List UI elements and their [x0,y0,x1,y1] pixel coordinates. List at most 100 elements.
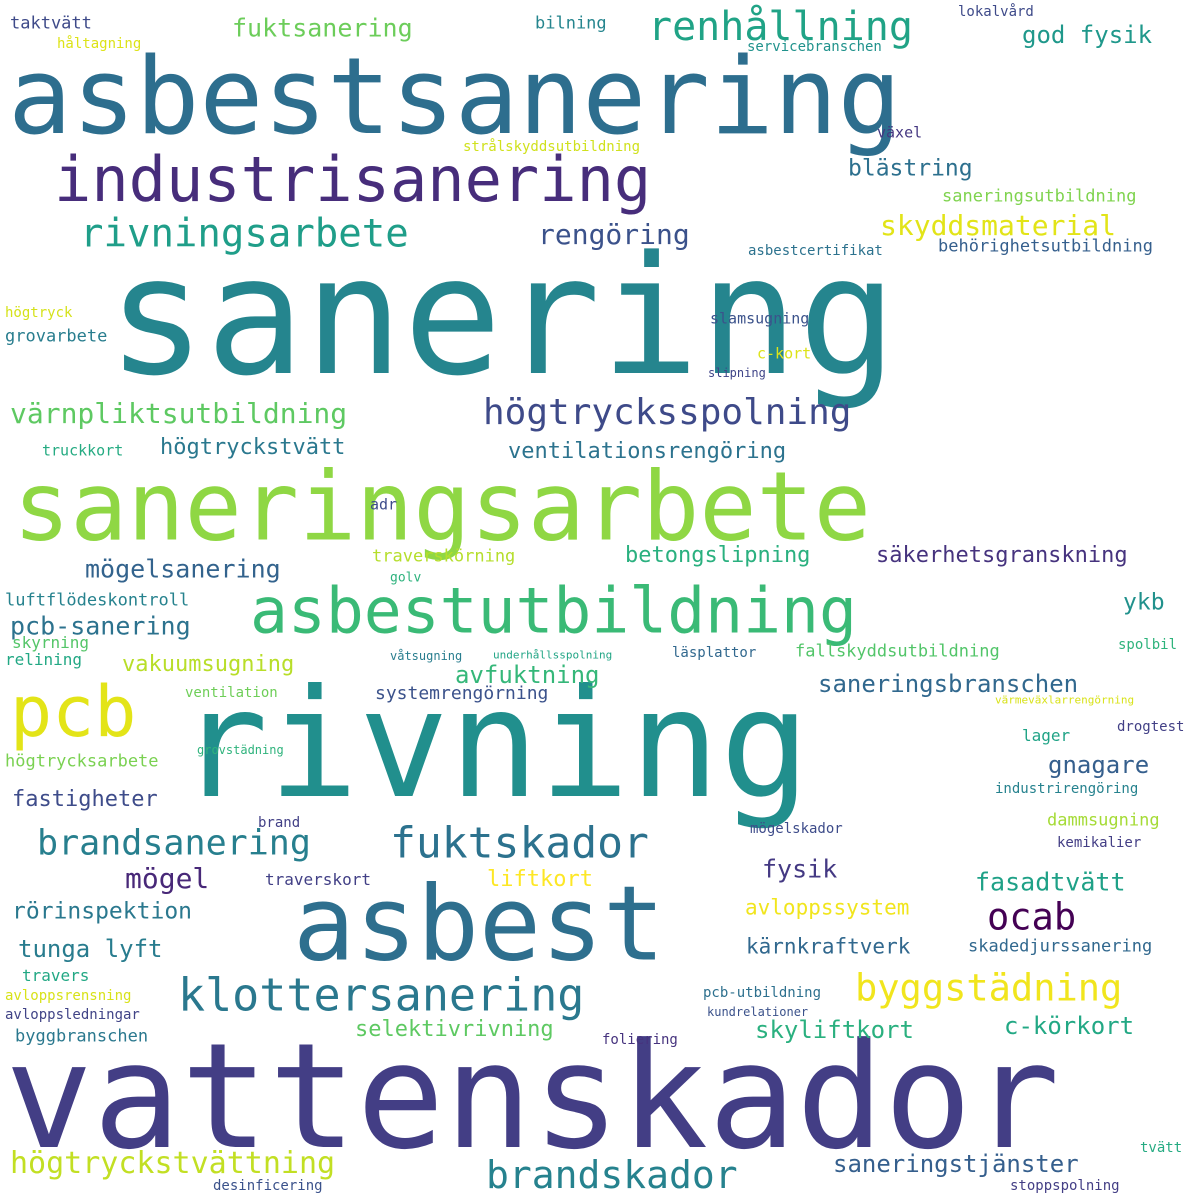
word-systemrengorning: systemrengörning [375,683,549,704]
word-adr: adr [370,495,398,514]
word-sakerhetsgranskning: säkerhetsgranskning [876,543,1128,568]
word-ventilation: ventilation [185,685,278,701]
word-vattenskador: vattenskador [5,1012,1060,1182]
word-travers: travers [22,966,90,985]
word-rorinspektion: rörinspektion [12,898,193,925]
word-lager: lager [1022,726,1071,745]
word-brandskador: brandskador [486,1153,738,1197]
word-selektivrivning: selektivrivning [355,1017,554,1042]
word-vakuumsugning: vakuumsugning [122,652,295,677]
word-saneringstjanster: saneringstjänster [833,1150,1079,1178]
word-kemikalier: kemikalier [1057,835,1142,851]
word-mogel: mögel [125,862,210,895]
word-hogtryckstvattning: högtryckstvättning [10,1146,336,1181]
word-mogelsanering: mögelsanering [85,554,281,584]
word-vatsugning: våtsugning [390,649,463,663]
word-avfuktning: avfuktning [455,661,600,689]
word-pcb-sanering: pcb-sanering [10,611,191,641]
word-asbestcertifikat: asbestcertifikat [748,243,883,259]
word-tvatt: tvätt [1140,1140,1183,1156]
word-skyrning: skyrning [12,633,90,652]
word-asbestsanering: asbestsanering [8,35,902,158]
word-avloppsrensning: avloppsrensning [5,988,132,1004]
word-lokalvard: lokalvård [958,4,1034,20]
word-c-korkort: c-körkort [1004,1012,1135,1040]
word-foliering: foliering [602,1032,678,1048]
word-skyliftkort: skyliftkort [755,1016,914,1044]
word-traverskort: traverskort [265,870,371,889]
word-rivningsarbete: rivningsarbete [80,211,409,257]
word-traverskorning: traverskörning [372,546,516,567]
word-ykb: ykb [1123,589,1165,616]
word-golv: golv [390,570,422,586]
word-dammsugning: dammsugning [1047,810,1160,831]
word-betongslipning: betongslipning [625,543,811,568]
word-pcb-utbildning: pcb-utbildning [703,985,822,1001]
word-karnkraftverk: kärnkraftverk [746,934,911,959]
word-luftflodeskontroll: luftflödeskontroll [5,590,190,611]
word-saneringsarbete: saneringsarbete [13,452,871,563]
word-varnpliktsutbildning: värnpliktsutbildning [10,397,348,430]
word-byggbranschen: byggbranschen [15,1026,149,1047]
word-underhallsspolning: underhållsspolning [493,648,613,662]
word-fasadtvatt: fasadtvätt [975,867,1126,897]
word-industrisanering: industrisanering [54,143,652,216]
word-skadedjurssanering: skadedjurssanering [968,936,1153,957]
word-hogtrycksspolning: högtrycksspolning [483,392,852,433]
word-avloppsledningar: avloppsledningar [5,1007,140,1023]
word-fallskyddsutbildning: fallskyddsutbildning [795,641,1000,662]
word-c-kort: c-kort [757,344,812,363]
word-slipning: slipning [708,366,766,380]
word-industrirengoring: industrirengöring [995,781,1139,797]
word-hogtryckstvatt: högtryckstvätt [160,435,346,460]
word-rivning: rivning [178,658,811,832]
word-brand: brand [258,815,301,831]
word-stralskyddsutbildning: strålskyddsutbildning [463,139,641,155]
word-fastigheter: fastigheter [12,787,158,812]
word-slamsugning: slamsugning [710,309,810,328]
word-vaxel: växel [877,123,923,142]
word-god-fysik: god fysik [1022,21,1153,49]
word-rengoring: rengöring [538,218,690,251]
word-blastring: blästring [848,155,973,182]
word-avloppssystem: avloppssystem [745,895,910,920]
word-lasplattor: läsplattor [672,645,757,661]
word-fuktskador: fuktskador [390,818,649,869]
word-drogtest: drogtest [1117,719,1185,735]
word-grovstadning: grovstädning [197,743,284,757]
word-klottersanering: klottersanering [178,968,585,1022]
word-hogtrycksarbete: högtrycksarbete [5,751,159,772]
word-skyddsmaterial: skyddsmaterial [880,209,1117,242]
word-fuktsanering: fuktsanering [232,13,413,43]
word-mogelskador: mögelskador [750,821,843,837]
word-kundrelationer: kundrelationer [707,1005,809,1019]
word-ventilationsrengoring: ventilationsrengöring [508,439,787,464]
word-saneringsutbildning: saneringsutbildning [942,186,1137,207]
word-servicebranschen: servicebranschen [747,39,882,55]
word-asbest: asbest [293,864,666,985]
word-haltagning: håltagning [57,36,142,52]
word-ocab: ocab [987,895,1077,939]
word-gnagare: gnagare [1048,751,1150,779]
word-relining: relining [5,650,83,669]
word-taktvatt: taktvätt [10,13,92,34]
word-bilning: bilning [535,13,607,34]
word-brandsanering: brandsanering [37,823,311,864]
word-asbestutbildning: asbestutbildning [250,574,857,648]
word-fysik: fysik [762,854,838,884]
word-behorighetsutbildning: behörighetsutbildning [938,236,1153,257]
word-stoppspolning: stoppspolning [1010,1178,1120,1194]
word-sanering: sanering [107,221,897,412]
word-spolbil: spolbil [1118,637,1178,653]
word-renhallning: renhållning [648,4,913,50]
word-truckkort: truckkort [42,441,124,460]
word-varmevaxlarrengorning: värmeväxlarrengörning [995,693,1135,707]
word-tunga-lyft: tunga lyft [18,935,163,963]
word-desinficering: desinficering [213,1178,323,1194]
word-grovarbete: grovarbete [5,326,108,347]
word-hogtryck: högtryck [5,305,73,321]
word-pcb: pcb [10,671,137,753]
word-byggstadning: byggstädning [855,966,1123,1010]
word-saneringsbranschen: saneringsbranschen [818,670,1079,698]
